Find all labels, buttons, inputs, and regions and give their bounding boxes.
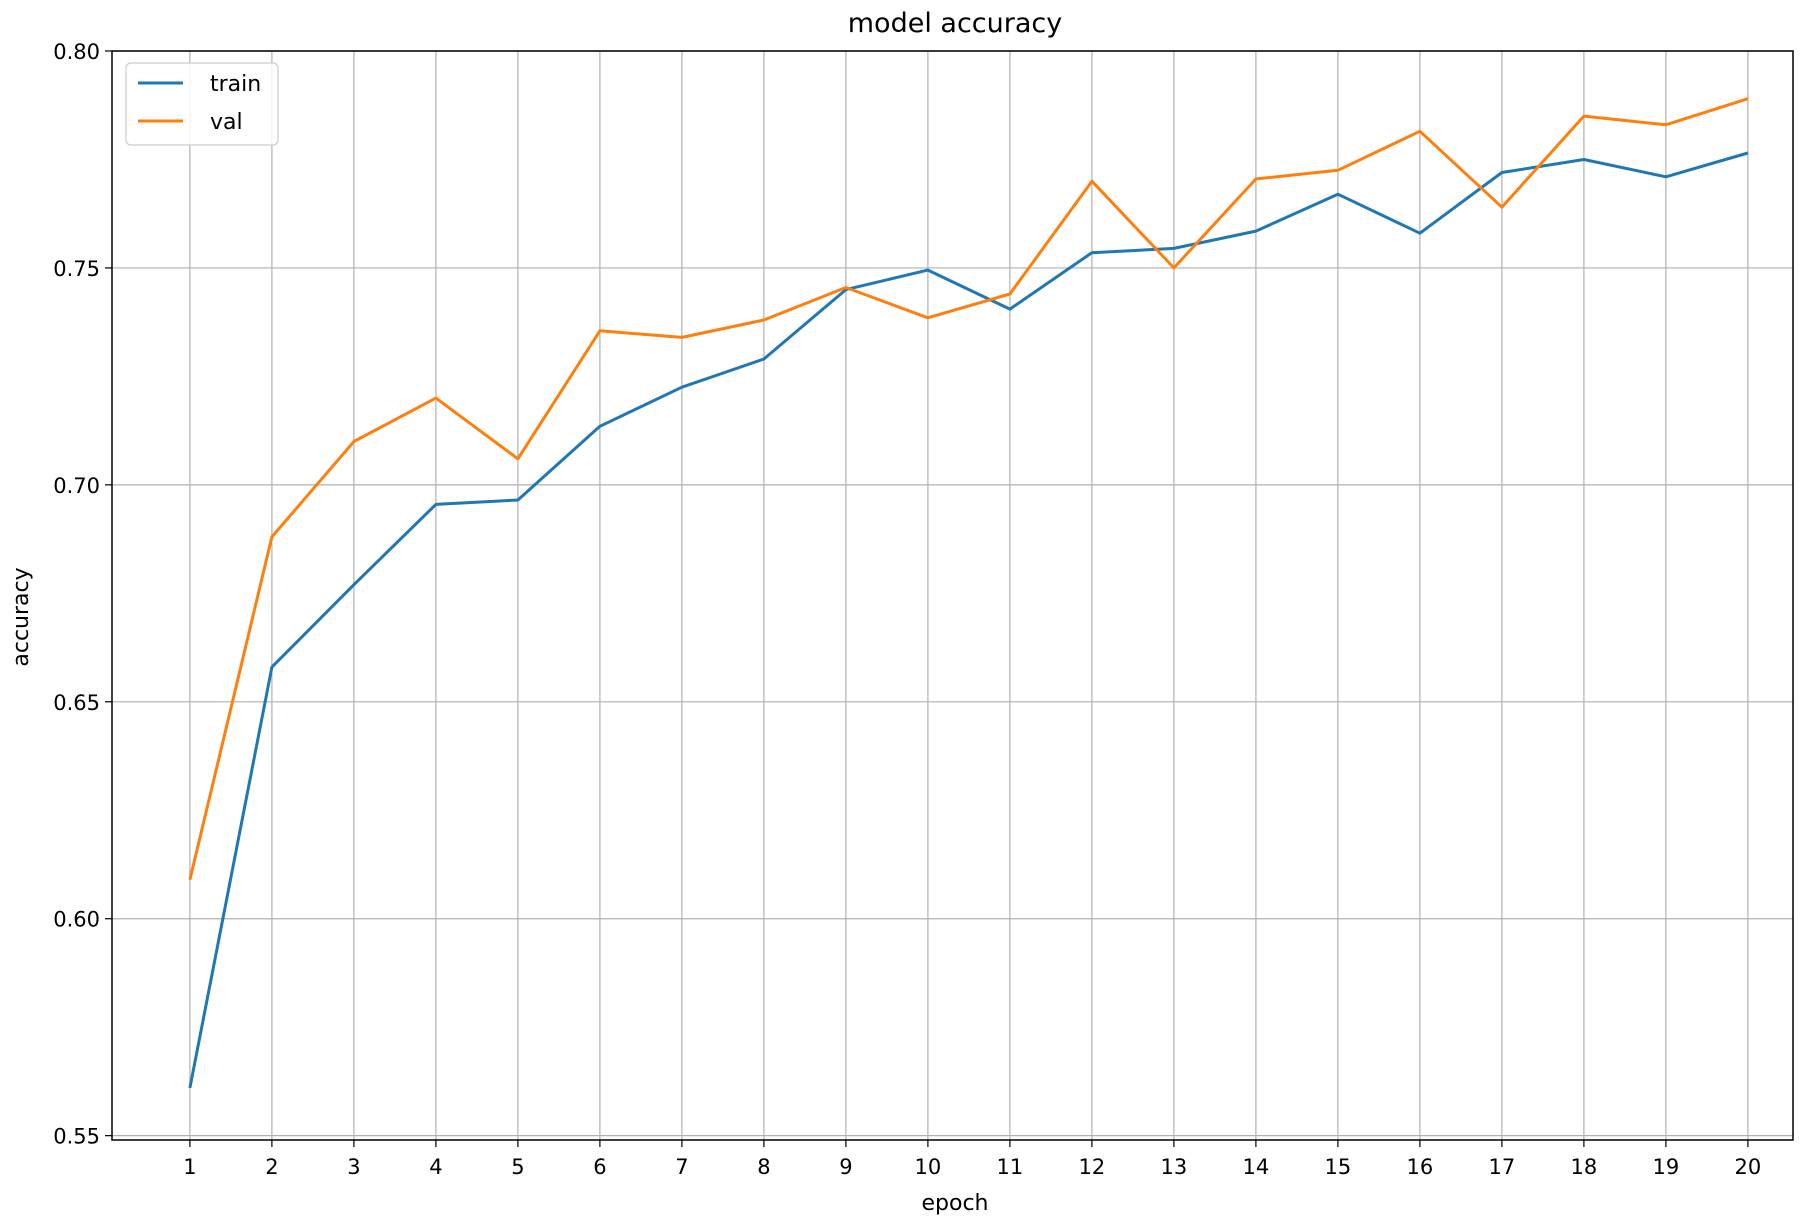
grid [112, 50, 1793, 1140]
y-tick-label: 0.65 [53, 691, 100, 715]
x-tick-label: 18 [1571, 1155, 1598, 1179]
x-tick-label: 12 [1079, 1155, 1106, 1179]
x-tick-label: 7 [675, 1155, 688, 1179]
y-tick-label: 0.75 [53, 257, 100, 281]
x-tick-label: 17 [1489, 1155, 1516, 1179]
x-tick-label: 16 [1407, 1155, 1434, 1179]
series-layer [188, 97, 1749, 1089]
y-axis-label: accuracy [9, 567, 34, 666]
plot-frame [111, 50, 1794, 1141]
x-tick-label: 20 [1735, 1155, 1762, 1179]
x-tick-label: 9 [839, 1155, 852, 1179]
chart-title: model accuracy [848, 8, 1062, 39]
x-axis-label: epoch [922, 1191, 989, 1216]
x-tick-label: 15 [1325, 1155, 1352, 1179]
x-tick-label: 3 [347, 1155, 360, 1179]
y-tick-label: 0.60 [53, 908, 100, 932]
legend: train val [125, 62, 279, 146]
y-tick-label: 0.70 [53, 474, 100, 498]
series-line-train [188, 151, 1749, 1089]
y-axis-ticks: 0.55 0.60 0.65 0.70 0.75 0.80 [53, 40, 112, 1149]
x-tick-label: 14 [1243, 1155, 1270, 1179]
x-tick-label: 10 [915, 1155, 942, 1179]
legend-label-val: val [210, 110, 243, 135]
x-tick-label: 4 [429, 1155, 442, 1179]
x-tick-label: 5 [511, 1155, 524, 1179]
x-tick-label: 8 [757, 1155, 770, 1179]
x-axis-ticks: 1 2 3 4 5 6 7 8 9 10 11 12 13 14 15 16 17 18 19 20 [183, 1140, 1761, 1179]
y-tick-label: 0.80 [53, 40, 100, 64]
y-tick-label: 0.55 [53, 1125, 100, 1149]
x-tick-label: 2 [265, 1155, 278, 1179]
legend-label-train: train [210, 72, 261, 97]
x-tick-label: 13 [1161, 1155, 1188, 1179]
x-tick-label: 1 [183, 1155, 196, 1179]
x-tick-label: 19 [1653, 1155, 1680, 1179]
x-tick-label: 11 [997, 1155, 1024, 1179]
x-tick-label: 6 [593, 1155, 606, 1179]
series-line-val [188, 97, 1749, 881]
